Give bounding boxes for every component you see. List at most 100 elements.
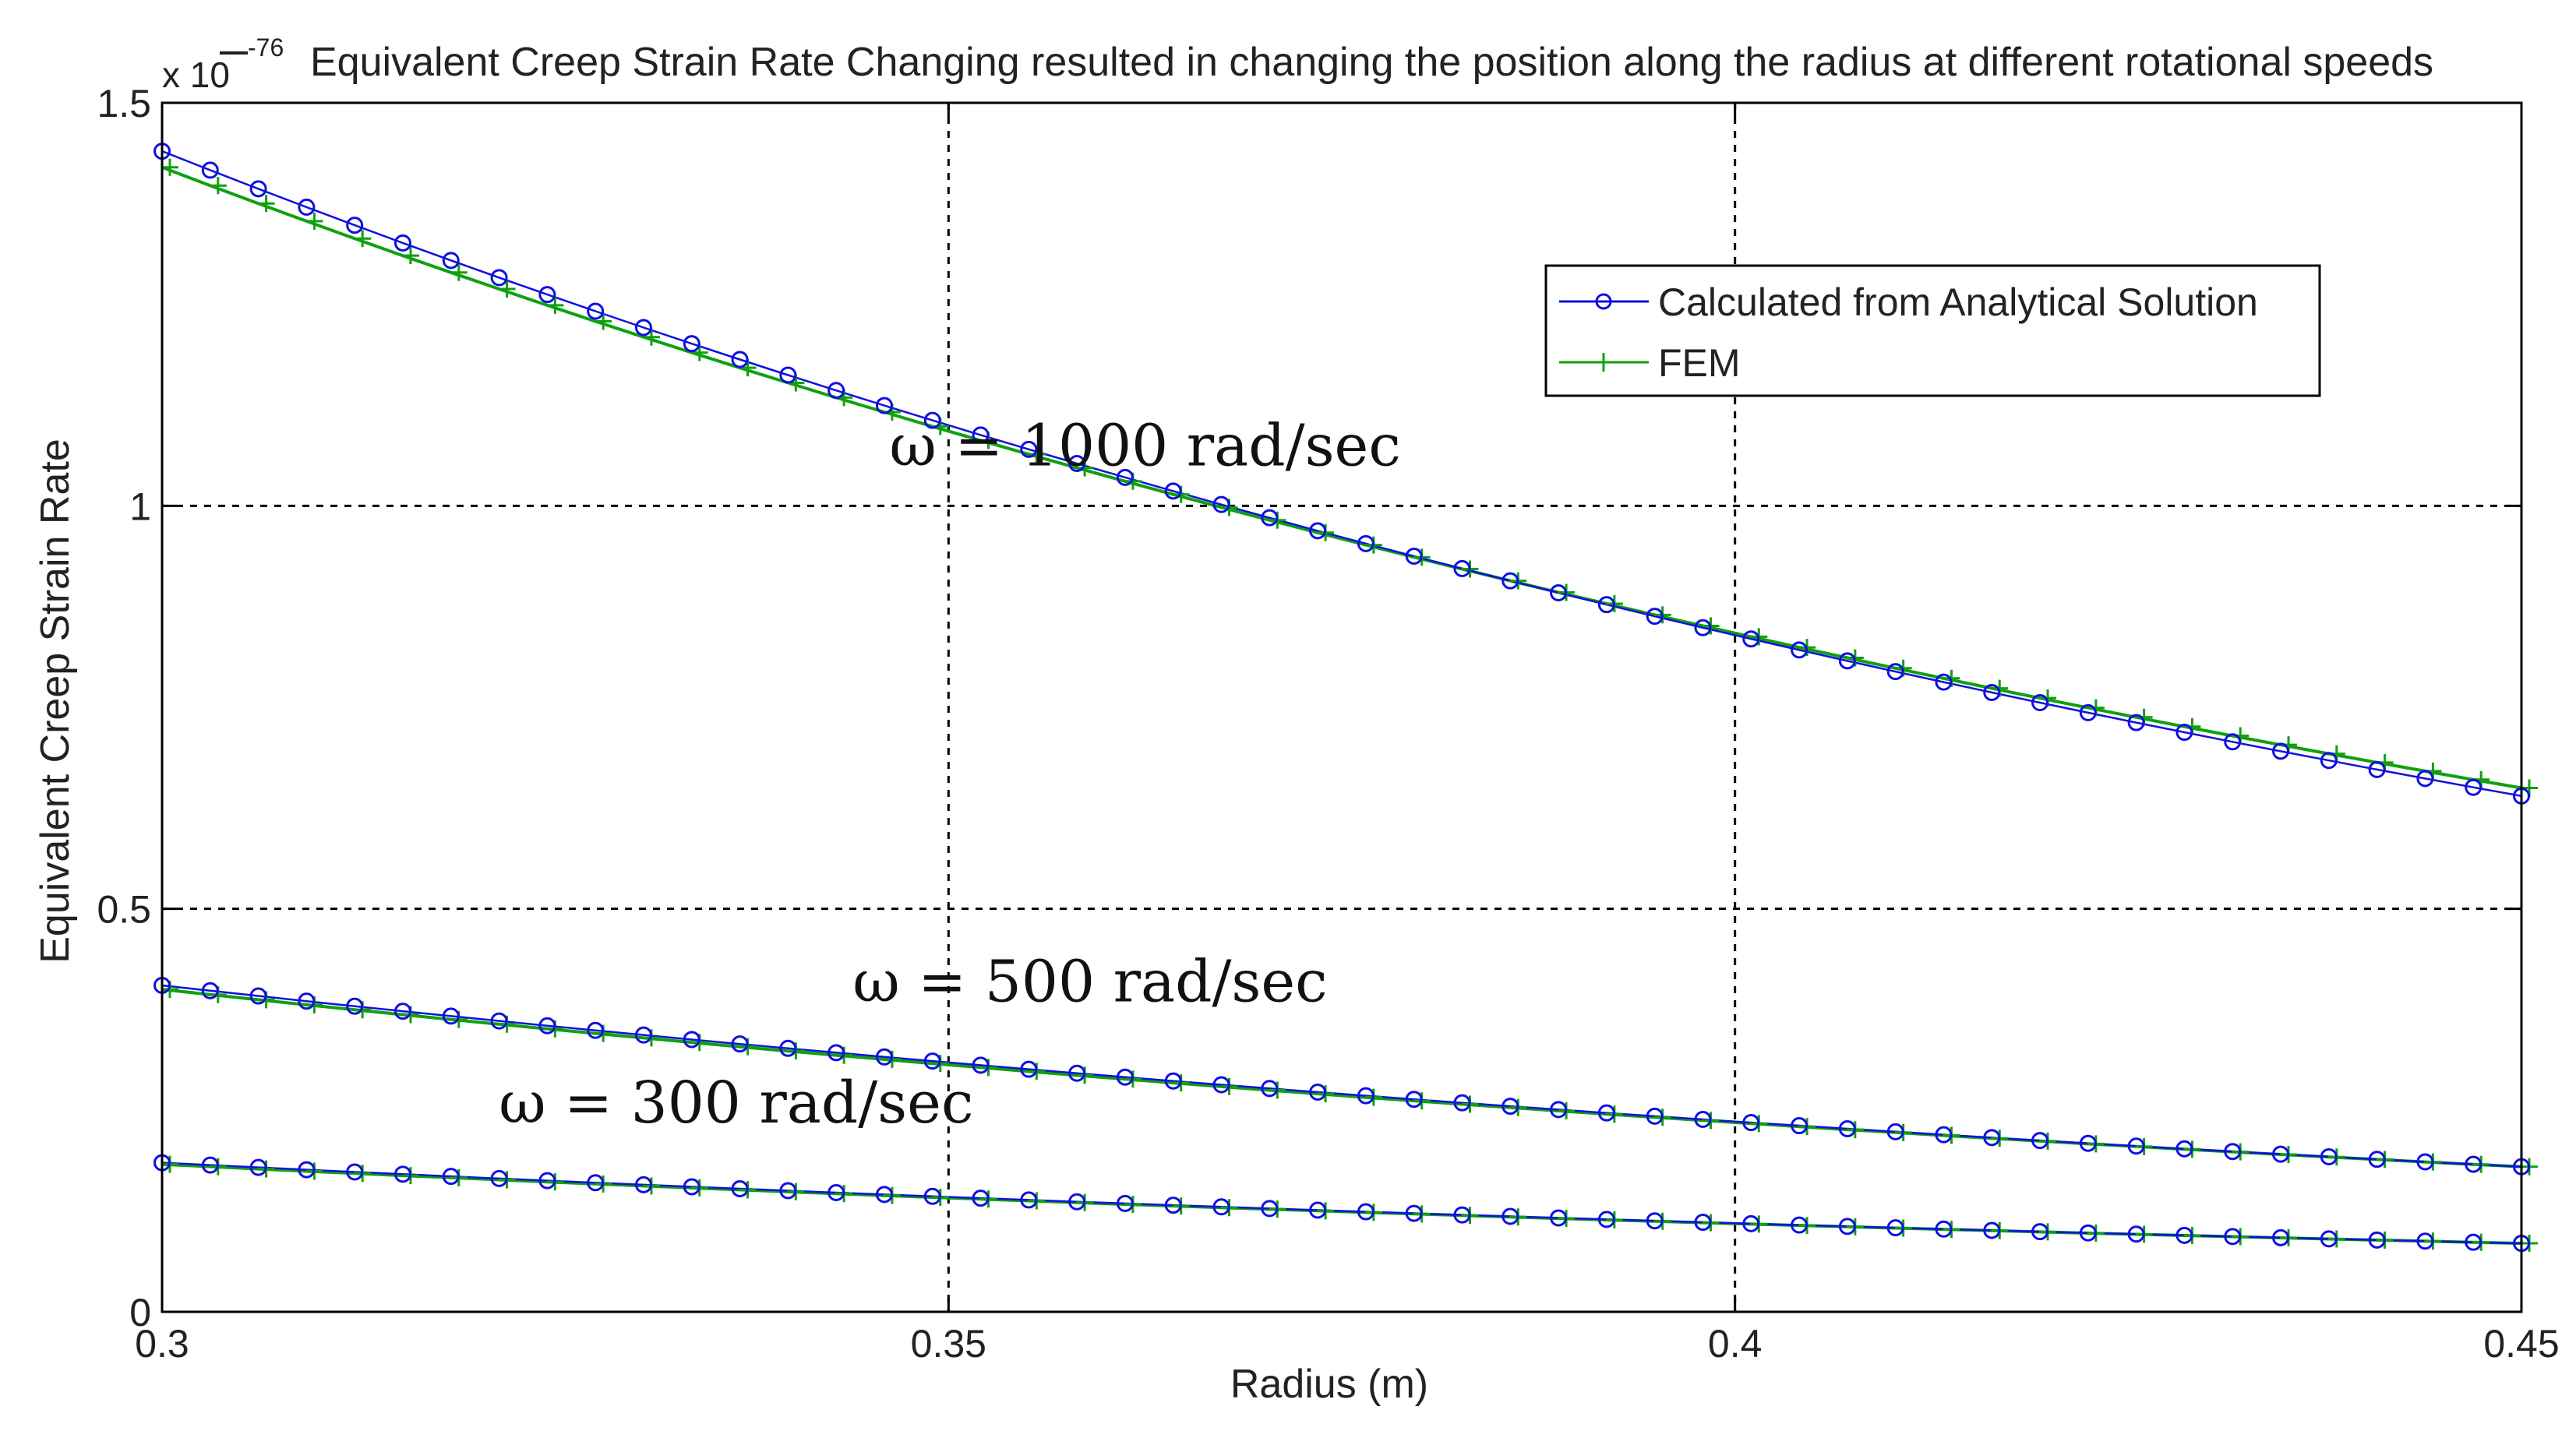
- analytical-point: [2465, 778, 2482, 796]
- analytical-point: [1309, 1201, 1327, 1219]
- chart-title: Equivalent Creep Strain Rate Changing re…: [310, 40, 2433, 85]
- legend-marker-analytical: [1595, 293, 1612, 310]
- legend-box: [1544, 264, 2321, 397]
- analytical-point: [2368, 760, 2386, 778]
- speed-annotation: ω = 1000 rad/sec: [890, 413, 1401, 480]
- analytical-point: [1116, 468, 1134, 486]
- analytical-point: [1357, 534, 1374, 552]
- legend-marker-fem: [1594, 353, 1613, 372]
- analytical-point: [2272, 1145, 2290, 1163]
- analytical-point: [1838, 652, 1856, 670]
- analytical-point: [2368, 1231, 2386, 1249]
- analytical-point: [1261, 509, 1279, 527]
- analytical-point: [827, 1183, 845, 1201]
- analytical-point: [1550, 1101, 1568, 1119]
- analytical-point: [2320, 752, 2338, 770]
- analytical-point: [538, 286, 556, 304]
- analytical-point: [346, 217, 364, 234]
- speed-annotation: ω = 300 rad/sec: [499, 1070, 973, 1137]
- analytical-point: [2416, 1153, 2434, 1171]
- fem-point: [354, 230, 372, 248]
- analytical-point: [298, 1161, 316, 1179]
- analytical-point: [2368, 1151, 2386, 1168]
- analytical-point: [972, 1190, 990, 1207]
- analytical-point: [1791, 641, 1808, 659]
- analytical-point: [249, 180, 267, 198]
- y-multiplier-exponent: -76: [248, 33, 284, 62]
- analytical-point: [2031, 1223, 2049, 1241]
- analytical-point: [1646, 608, 1664, 626]
- analytical-point: [875, 397, 893, 414]
- analytical-point: [1886, 663, 1904, 681]
- analytical-point: [1694, 1214, 1712, 1232]
- fem-point: [595, 312, 612, 330]
- analytical-point: [2175, 1140, 2193, 1158]
- analytical-point: [1935, 1220, 1953, 1238]
- analytical-point: [2031, 1132, 2049, 1150]
- analytical-point: [1646, 1107, 1664, 1125]
- analytical-point: [249, 1158, 267, 1176]
- analytical-point: [779, 1182, 797, 1200]
- analytical-point: [1116, 1068, 1134, 1086]
- analytical-point: [683, 1031, 700, 1049]
- analytical-point: [731, 351, 749, 368]
- legend-label-analytical: Calculated from Analytical Solution: [1658, 280, 2258, 324]
- analytical-point: [1983, 683, 2001, 701]
- analytical-point: [346, 1163, 364, 1181]
- analytical-point: [2079, 1224, 2097, 1242]
- analytical-point: [1886, 1219, 1904, 1237]
- analytical-point: [827, 1044, 845, 1062]
- analytical-point: [1212, 1076, 1230, 1094]
- legend-label-fem: FEM: [1658, 341, 1741, 385]
- analytical-point: [201, 1156, 219, 1174]
- analytical-point: [1501, 1098, 1519, 1116]
- fem-point: [642, 328, 660, 346]
- analytical-point: [1357, 1087, 1374, 1105]
- analytical-point: [1309, 522, 1327, 540]
- analytical-point: [249, 987, 267, 1005]
- analytical-point: [827, 382, 845, 400]
- analytical-point: [1068, 1193, 1086, 1211]
- analytical-point: [972, 426, 990, 444]
- analytical-point: [538, 1017, 556, 1034]
- analytical-point: [298, 198, 316, 216]
- y-multiplier-label: x 10: [162, 55, 230, 95]
- fem-point: [161, 158, 178, 176]
- analytical-point: [1935, 673, 1953, 691]
- plot-curves: [154, 143, 2538, 1253]
- analytical-point: [1453, 1206, 1471, 1224]
- fem-point: [498, 280, 516, 298]
- analytical-point: [2416, 1232, 2434, 1250]
- y-axis-label: Equivalent Creep Strain Rate: [33, 439, 78, 964]
- plot-frame: [161, 101, 2523, 1313]
- fem-point: [257, 195, 275, 213]
- analytical-point: [1020, 1060, 1038, 1078]
- fem-point: [401, 247, 419, 265]
- analytical-point: [1261, 1200, 1279, 1218]
- analytical-point: [201, 982, 219, 999]
- analytical-point: [393, 1165, 411, 1183]
- analytical-point: [2175, 1226, 2193, 1244]
- analytical-point: [875, 1048, 893, 1066]
- x-tick-label: 0.3: [135, 1322, 189, 1366]
- analytical-point: [2320, 1147, 2338, 1165]
- analytical-point: [875, 1186, 893, 1204]
- analytical-point: [587, 1174, 605, 1192]
- analytical-point: [1212, 495, 1230, 513]
- curve-group: [154, 143, 2538, 805]
- analytical-point: [923, 411, 941, 429]
- analytical-point: [1405, 1091, 1423, 1108]
- analytical-point: [1068, 454, 1086, 472]
- analytical-point: [2272, 742, 2290, 760]
- analytical-point: [1357, 1203, 1374, 1221]
- analytical-point: [1742, 1114, 1760, 1132]
- fem-point: [209, 177, 227, 195]
- y-tick-label: 0.5: [97, 888, 151, 932]
- analytical-point: [2465, 1233, 2482, 1251]
- analytical-point: [1453, 559, 1471, 577]
- y-tick-label: 1: [129, 485, 151, 528]
- analytical-point: [1838, 1218, 1856, 1235]
- fem-point: [450, 263, 468, 281]
